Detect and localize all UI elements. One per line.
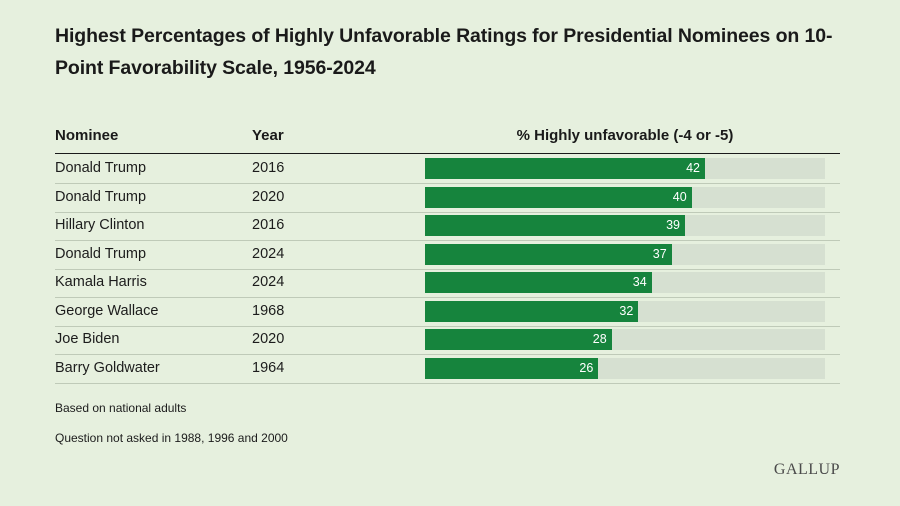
nominee-name: Hillary Clinton: [55, 217, 145, 233]
nominee-name: Barry Goldwater: [55, 359, 160, 376]
bar-track: 42: [425, 158, 825, 179]
table-row: Donald Trump 2016 42: [55, 155, 840, 184]
nominee-year: 1968: [252, 302, 285, 319]
bar-track: 37: [425, 243, 825, 265]
bar-value-label: 39: [666, 218, 680, 232]
bar: 40: [425, 186, 692, 208]
row-divider: [55, 354, 840, 355]
bar-track: 28: [425, 329, 825, 350]
bar: 32: [425, 300, 639, 322]
bar-track: 34: [425, 272, 825, 293]
bar: 42: [425, 158, 705, 179]
header-divider: [55, 153, 840, 154]
table-row: Barry Goldwater 1964 26: [55, 355, 840, 384]
table-row: Donald Trump 2020 40: [55, 184, 840, 213]
nominee-year: 2020: [252, 188, 285, 205]
column-header-metric: % Highly unfavorable (-4 or -5): [516, 127, 734, 144]
row-divider: [55, 382, 840, 384]
gallup-logo: GALLUP: [773, 461, 840, 478]
nominee-year: 2024: [252, 245, 285, 262]
row-divider: [55, 183, 840, 184]
nominee-name: Donald Trump: [55, 160, 147, 176]
bar-track: 32: [425, 300, 825, 322]
footnote-question: Question not asked in 1988, 1996 and 200…: [55, 431, 288, 445]
nominee-year: 1964: [252, 359, 285, 376]
nominee-year: 2024: [252, 274, 285, 290]
table-row: Joe Biden 2020 28: [55, 326, 840, 355]
row-divider: [55, 297, 840, 298]
table-row: Kamala Harris 2024 34: [55, 269, 840, 298]
row-divider: [55, 325, 840, 327]
bar-value-label: 32: [619, 303, 634, 318]
bar: 34: [425, 272, 652, 293]
chart-title: Highest Percentages of Highly Unfavorabl…: [55, 25, 833, 79]
bar-value-label: 40: [672, 189, 687, 204]
bar-value-label: 42: [686, 161, 700, 175]
column-header-nominee: Nominee: [55, 127, 119, 144]
row-divider: [55, 211, 840, 213]
table-row: Hillary Clinton 2016 39: [55, 212, 840, 241]
nominee-year: 2016: [252, 160, 285, 176]
bar: 37: [425, 243, 672, 265]
row-divider: [55, 268, 840, 270]
nominee-name: Kamala Harris: [55, 274, 147, 290]
bar-value-label: 26: [579, 360, 594, 375]
table-row: Donald Trump 2024 37: [55, 241, 840, 270]
column-header-year: Year: [252, 127, 284, 144]
table-row: George Wallace 1968 32: [55, 298, 840, 327]
row-divider: [55, 240, 840, 241]
footnote-base: Based on national adults: [55, 401, 187, 415]
nominee-name: Donald Trump: [55, 245, 147, 262]
nominee-year: 2020: [252, 331, 285, 347]
bar: 28: [425, 329, 612, 350]
nominee-name: Joe Biden: [55, 331, 120, 347]
bar-value-label: 37: [652, 246, 667, 261]
nominee-name: George Wallace: [55, 302, 159, 319]
bar-value-label: 28: [592, 332, 607, 346]
bar: 26: [425, 357, 599, 379]
bar-track: 40: [425, 186, 825, 208]
bar: 39: [425, 215, 685, 236]
nominee-year: 2016: [252, 217, 285, 233]
bar-track: 26: [425, 357, 825, 379]
nominee-name: Donald Trump: [55, 188, 147, 205]
bar-value-label: 34: [632, 275, 647, 289]
bar-track: 39: [425, 215, 825, 236]
